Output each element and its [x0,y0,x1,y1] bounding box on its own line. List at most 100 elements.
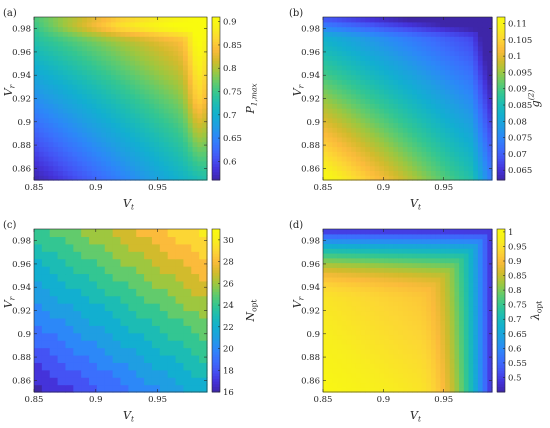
heatmap-cell [379,74,385,80]
heatmap-cell [173,60,179,66]
heatmap-cell [178,93,184,100]
heatmap-cell [473,296,479,302]
heatmap-cell [112,340,122,349]
heatmap-cell [183,288,192,297]
heatmap-cell [477,122,484,128]
heatmap-cell [369,127,376,133]
heatmap-cell [426,296,432,302]
heatmap-cell [482,60,488,66]
heatmap-cell [337,300,343,307]
heatmap-cell [402,229,409,235]
heatmap-cell [355,132,362,138]
heatmap-cell [473,45,479,52]
heatmap-cell [449,377,456,384]
heatmap-cell [407,21,413,28]
colorbar-swatch [497,248,505,252]
heatmap-cell [487,26,493,32]
heatmap-cell [365,26,371,32]
heatmap-cell [128,243,137,252]
heatmap-cell [115,108,122,114]
heatmap-cell [369,108,376,114]
heatmap-cell [96,354,106,363]
heatmap-cell [41,354,51,363]
heatmap-cell [115,74,122,80]
heatmap-cell [327,291,333,297]
heatmap-cell [477,45,484,52]
colorbar-swatch [497,150,505,154]
heatmap-cell [379,26,385,32]
heatmap-cell [365,93,371,100]
heatmap-cell [369,136,376,143]
heatmap-cell [435,257,441,264]
heatmap-cell [34,55,40,61]
heatmap-cell [327,108,333,114]
heatmap-cell [440,324,446,331]
heatmap-cell [38,93,45,100]
heatmap-cell [72,55,78,61]
heatmap-cell [402,272,409,278]
heatmap-cell [125,74,131,80]
heatmap-cell [398,93,404,100]
heatmap-cell [332,324,338,331]
heatmap-cell [477,324,484,331]
heatmap-cell [473,84,479,90]
heatmap-cell [89,369,98,378]
heatmap-cell [154,103,160,109]
heatmap-cell [134,156,141,162]
x-tick-label: 0.9 [89,183,103,193]
heatmap-cell [374,229,380,235]
heatmap-cell [445,286,451,292]
heatmap-cell [197,112,203,119]
heatmap-cell [477,103,484,109]
heatmap-cell [115,26,122,32]
heatmap-cell [149,108,155,114]
heatmap-cell [110,108,117,114]
heatmap-cell [58,132,64,138]
heatmap-cell [125,31,131,37]
heatmap-cell [346,93,352,100]
heatmap-cell [445,372,451,379]
heatmap-cell [38,98,45,104]
heatmap-cell [482,229,488,235]
heatmap-cell [369,363,376,369]
heatmap-cell [106,55,112,61]
heatmap-cell [440,233,446,240]
heatmap-cell [139,40,146,47]
heatmap-cell [199,310,208,319]
heatmap-cell [388,324,395,331]
heatmap-cell [416,112,423,119]
heatmap-cell [459,156,465,162]
heatmap-cell [454,79,460,85]
heatmap-cell [374,132,380,138]
heatmap-cell [67,112,74,119]
heatmap-cell [82,50,88,56]
heatmap-cell [459,112,465,119]
heatmap-cell [62,26,69,32]
heatmap-cell [104,332,114,341]
heatmap-cell [341,88,348,95]
heatmap-cell [110,98,117,104]
heatmap-cell [332,281,338,288]
heatmap-cell [473,98,479,104]
heatmap-cell [112,325,122,334]
heatmap-cell [106,98,112,104]
heatmap-cell [374,69,380,76]
heatmap-cell [477,329,484,336]
heatmap-cell [477,98,484,104]
heatmap-cell [351,339,357,345]
colorbar-swatch [212,239,220,244]
heatmap-cell [41,384,51,393]
heatmap-cell [81,362,90,371]
heatmap-cell [163,156,170,162]
heatmap-cell [487,358,493,364]
heatmap-cell [473,377,479,384]
heatmap-cell [41,347,51,356]
heatmap-cell [72,79,78,85]
heatmap-cell [435,368,441,374]
y-tick-label: 0.92 [301,95,320,105]
heatmap-cell [82,60,88,66]
heatmap-cell [355,233,362,240]
heatmap-cell [192,55,198,61]
heatmap-cell [379,233,385,240]
heatmap-cell [34,117,40,124]
